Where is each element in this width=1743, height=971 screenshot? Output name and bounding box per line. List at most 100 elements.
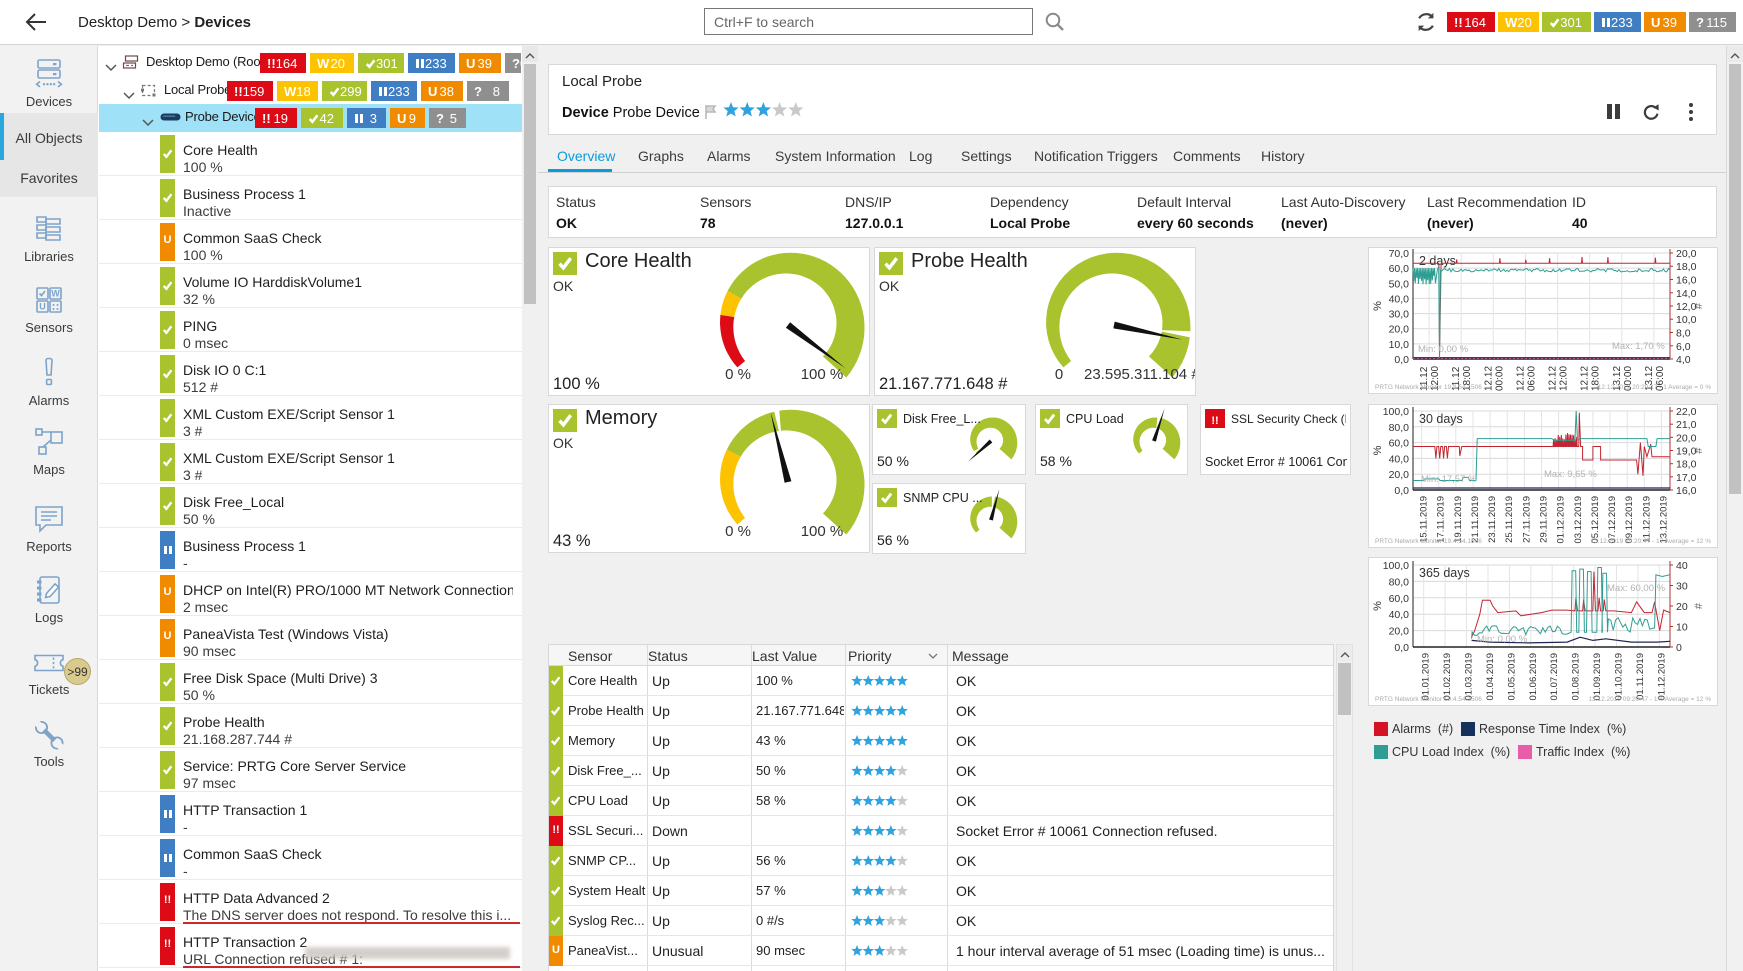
svg-text:01.03.2019: 01.03.2019 xyxy=(1464,653,1475,701)
svg-text:50,0: 50,0 xyxy=(1389,278,1410,290)
svg-text:10,0: 10,0 xyxy=(1676,314,1697,326)
svg-text:8,0: 8,0 xyxy=(1676,328,1691,340)
svg-text:21,0: 21,0 xyxy=(1676,419,1697,431)
svg-text:01.04.2019: 01.04.2019 xyxy=(1485,653,1496,701)
svg-text:11.12.2019: 11.12.2019 xyxy=(1641,496,1652,543)
svg-text:0,0: 0,0 xyxy=(1394,642,1409,654)
svg-text:05.12.2019: 05.12.2019 xyxy=(1590,496,1601,544)
svg-text:Min: 17,57 %: Min: 17,57 % xyxy=(1421,474,1477,485)
svg-text:12.12: 12.12 xyxy=(1580,366,1591,391)
svg-text:Max: 60,00 %: Max: 60,00 % xyxy=(1607,583,1666,594)
svg-text:0,0: 0,0 xyxy=(1394,354,1409,366)
svg-text:18:00: 18:00 xyxy=(1591,366,1602,391)
svg-text:06:00: 06:00 xyxy=(1526,366,1537,391)
svg-text:03.12.2019: 03.12.2019 xyxy=(1573,496,1584,544)
svg-text:13.12.2019 09:20:47 - 1% Avera: 13.12.2019 09:20:47 - 1% Average = 12 % xyxy=(1588,696,1711,703)
svg-text:00:00: 00:00 xyxy=(1494,366,1505,391)
svg-text:01.05.2019: 01.05.2019 xyxy=(1506,653,1517,701)
svg-text:18,0: 18,0 xyxy=(1676,459,1697,471)
svg-text:U: U xyxy=(39,302,46,312)
svg-text:29.11.2019: 29.11.2019 xyxy=(1539,496,1550,543)
svg-text:80,0: 80,0 xyxy=(1389,576,1410,588)
svg-text:0,0: 0,0 xyxy=(1394,485,1409,497)
svg-text:13.12: 13.12 xyxy=(1644,366,1655,391)
svg-text:01.12.2019: 01.12.2019 xyxy=(1656,653,1667,701)
svg-text:PRTG Network Monitor 19.4.54.1: PRTG Network Monitor 19.4.54.1506 xyxy=(1375,384,1482,391)
svg-text:W: W xyxy=(51,289,60,299)
svg-text:11.12: 11.12 xyxy=(1451,366,1462,391)
svg-text:01.01.2019: 01.01.2019 xyxy=(1421,653,1432,701)
svg-text:365 days: 365 days xyxy=(1419,566,1470,580)
svg-text:20,0: 20,0 xyxy=(1676,248,1697,260)
svg-text:01.08.2019: 01.08.2019 xyxy=(1571,653,1582,701)
svg-text:Min: 0,00 %: Min: 0,00 % xyxy=(1477,634,1528,645)
svg-text:12.12: 12.12 xyxy=(1515,366,1526,391)
svg-text:12:00: 12:00 xyxy=(1430,366,1441,391)
svg-text:#: # xyxy=(1693,447,1705,454)
svg-text:6,0: 6,0 xyxy=(1676,341,1691,353)
svg-text:40,0: 40,0 xyxy=(1389,293,1410,305)
svg-text:17.11.2019: 17.11.2019 xyxy=(1436,496,1447,543)
svg-text:0: 0 xyxy=(1676,642,1682,654)
svg-text:12.12.2019 20:20:17 - 1 Averag: 12.12.2019 20:20:17 - 1 Average = 0 % xyxy=(1598,384,1711,391)
svg-text:20,0: 20,0 xyxy=(1389,324,1410,336)
svg-text:PRTG Network Monitor 19.4.54.1: PRTG Network Monitor 19.4.54.1506 xyxy=(1375,696,1482,703)
svg-text:4,0: 4,0 xyxy=(1676,354,1691,366)
svg-text:60,0: 60,0 xyxy=(1389,438,1410,450)
svg-text:13.12: 13.12 xyxy=(1612,366,1623,391)
svg-text:10,0: 10,0 xyxy=(1389,339,1410,351)
svg-text:13.12.2019: 13.12.2019 xyxy=(1658,496,1669,544)
svg-text:27.11.2019: 27.11.2019 xyxy=(1521,496,1532,543)
svg-text:%: % xyxy=(1372,301,1384,311)
svg-text:Min: 0,00 %: Min: 0,00 % xyxy=(1418,344,1469,355)
svg-text:40: 40 xyxy=(1676,560,1688,572)
svg-text:Max: 9,65 %: Max: 9,65 % xyxy=(1544,469,1597,480)
svg-text:01.11.2019: 01.11.2019 xyxy=(1635,653,1646,700)
svg-text:#: # xyxy=(1693,302,1705,309)
svg-text:01.12.2019: 01.12.2019 xyxy=(1556,496,1567,544)
svg-text:17,0: 17,0 xyxy=(1676,472,1697,484)
svg-text:01.06.2019: 01.06.2019 xyxy=(1528,653,1539,701)
svg-text:20: 20 xyxy=(1676,601,1688,613)
svg-text:PRTG Network Monitor 19.4.54.1: PRTG Network Monitor 19.4.54.1506 xyxy=(1375,538,1482,545)
svg-text:60,0: 60,0 xyxy=(1389,263,1410,275)
svg-text:19,0: 19,0 xyxy=(1676,446,1697,458)
svg-text:01.02.2019: 01.02.2019 xyxy=(1442,653,1453,701)
svg-text:40,0: 40,0 xyxy=(1389,609,1410,621)
svg-text:11.12: 11.12 xyxy=(1419,366,1430,391)
svg-text:10: 10 xyxy=(1676,622,1688,634)
svg-text:60,0: 60,0 xyxy=(1389,593,1410,605)
svg-text:#: # xyxy=(1693,602,1705,609)
svg-text:2 days: 2 days xyxy=(1419,254,1456,268)
svg-text:Max: 1,70 %: Max: 1,70 % xyxy=(1612,341,1665,352)
svg-text:07.12.2019: 07.12.2019 xyxy=(1607,496,1618,544)
svg-text:30,0: 30,0 xyxy=(1389,309,1410,321)
svg-text:25.11.2019: 25.11.2019 xyxy=(1504,496,1515,543)
svg-text:12,0: 12,0 xyxy=(1676,301,1697,313)
svg-text:21.11.2019: 21.11.2019 xyxy=(1470,496,1481,543)
svg-text:12:00: 12:00 xyxy=(1559,366,1570,391)
svg-text:100,0: 100,0 xyxy=(1383,560,1409,572)
svg-text:13.12.2019 09:20:47 - 17 Avera: 13.12.2019 09:20:47 - 17 Average = 12 % xyxy=(1591,538,1712,545)
svg-text:06:00: 06:00 xyxy=(1655,366,1666,391)
svg-text:12.12: 12.12 xyxy=(1483,366,1494,391)
svg-text:09.12.2019: 09.12.2019 xyxy=(1624,496,1635,544)
svg-text:12.12: 12.12 xyxy=(1548,366,1559,391)
svg-text:23.11.2019: 23.11.2019 xyxy=(1487,496,1498,543)
svg-text:00:00: 00:00 xyxy=(1623,366,1634,391)
svg-text:80,0: 80,0 xyxy=(1389,422,1410,434)
svg-text:%: % xyxy=(1372,445,1384,455)
svg-text:14,0: 14,0 xyxy=(1676,288,1697,300)
svg-text:%: % xyxy=(1372,601,1384,611)
svg-text:01.09.2019: 01.09.2019 xyxy=(1592,653,1603,701)
svg-text:40,0: 40,0 xyxy=(1389,453,1410,465)
svg-text:70,0: 70,0 xyxy=(1389,248,1410,260)
svg-text:01.07.2019: 01.07.2019 xyxy=(1549,653,1560,701)
svg-text:20,0: 20,0 xyxy=(1389,469,1410,481)
svg-text:30: 30 xyxy=(1676,581,1688,593)
svg-text:20,0: 20,0 xyxy=(1389,626,1410,638)
svg-text:19.11.2019: 19.11.2019 xyxy=(1453,496,1464,543)
svg-text:16,0: 16,0 xyxy=(1676,275,1697,287)
svg-text:15.11.2019: 15.11.2019 xyxy=(1419,496,1430,543)
svg-text:01.10.2019: 01.10.2019 xyxy=(1614,653,1625,701)
